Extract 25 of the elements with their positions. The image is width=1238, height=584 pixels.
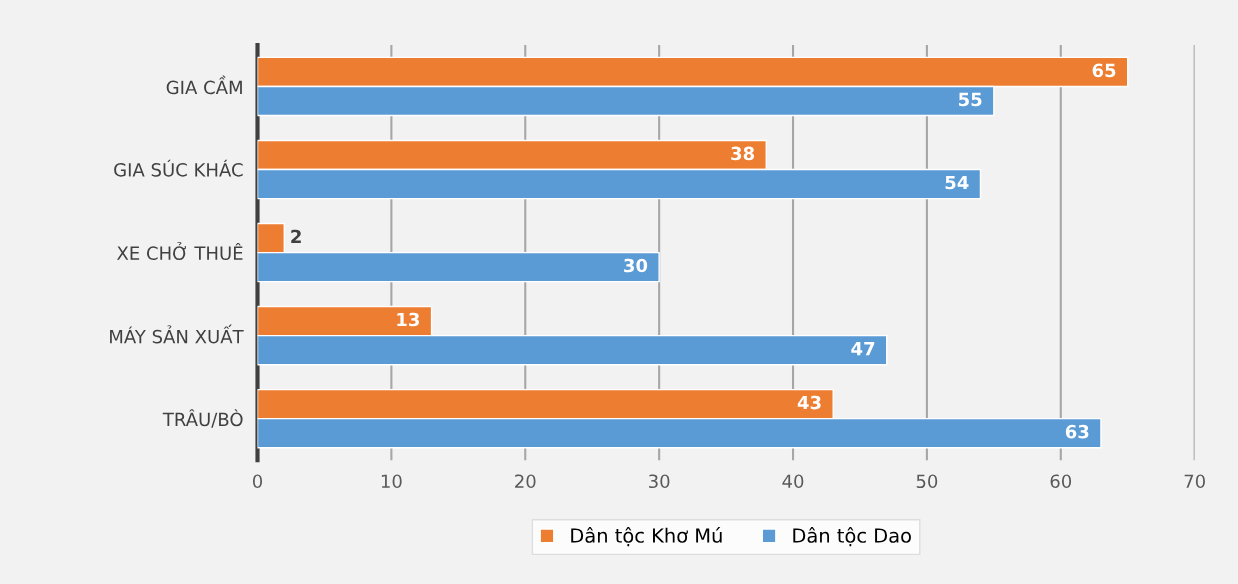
y-tick-label: GIA SÚC KHÁC	[114, 159, 243, 177]
data-label: 54	[945, 175, 969, 190]
data-label: 38	[731, 146, 755, 161]
data-label: 13	[397, 312, 419, 327]
x-tick-label: 70	[1184, 474, 1205, 489]
legend-label: Dân tộc Dao	[793, 527, 911, 547]
x-tick-label: 60	[1050, 474, 1072, 489]
x-tick-label: 50	[916, 474, 938, 489]
data-label: 63	[1065, 424, 1089, 439]
y-tick-label: MÁY SẢN XUẤT	[110, 324, 244, 344]
data-label: 43	[797, 395, 821, 410]
legend-label: Dân tộc Khơ Mú	[571, 527, 722, 547]
x-tick-label: 40	[782, 474, 804, 489]
x-tick-label: 30	[649, 474, 670, 489]
x-tick-label: 10	[381, 474, 402, 489]
x-tick-label: 20	[515, 474, 536, 489]
data-label: 65	[1092, 63, 1116, 78]
data-label: 55	[959, 92, 982, 107]
y-tick-label: TRÂU/BÒ	[162, 409, 243, 428]
data-label: 2	[291, 229, 301, 244]
data-label: 47	[851, 341, 875, 356]
data-label: 30	[624, 258, 648, 273]
x-tick-label: 0	[252, 474, 263, 489]
y-tick-label: XE CHỞ THUÊ	[117, 241, 243, 261]
y-tick-label: GIA CẦM	[166, 75, 242, 95]
